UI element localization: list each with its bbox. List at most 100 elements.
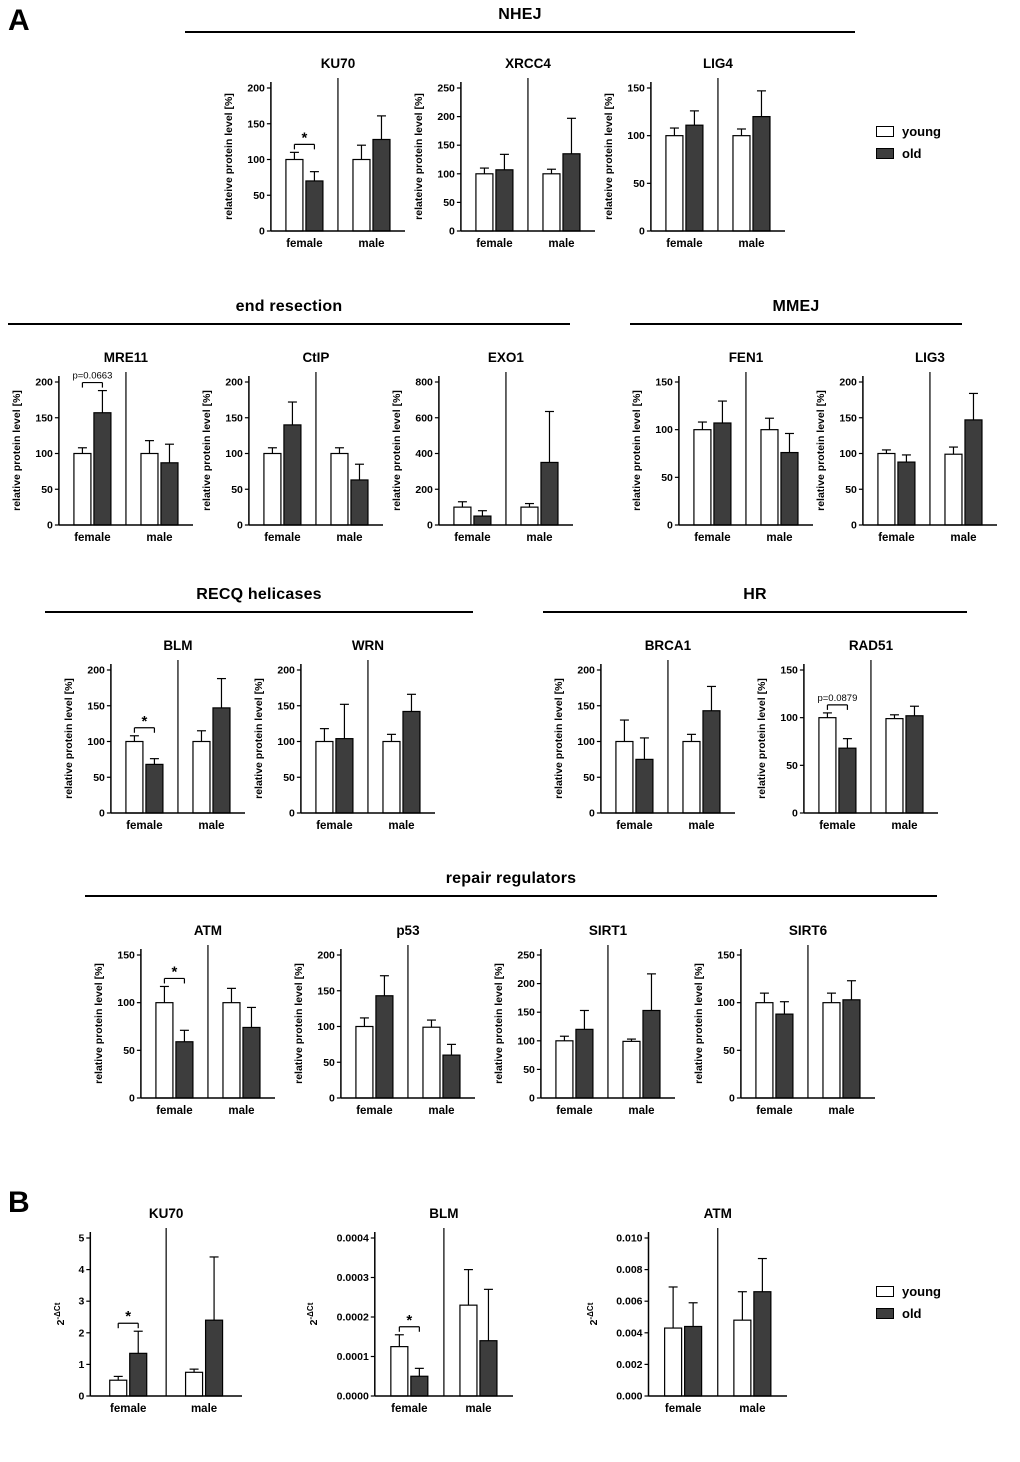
panel-label-a: A bbox=[8, 4, 30, 37]
bar-female-young bbox=[73, 452, 92, 526]
x-category-label: male bbox=[891, 820, 917, 832]
chart-title: WRN bbox=[352, 638, 384, 653]
y-tick-label: 100 bbox=[655, 424, 673, 436]
bar-male-old bbox=[702, 710, 721, 814]
significance-label: * bbox=[172, 963, 178, 980]
bar-female-young bbox=[693, 429, 712, 526]
chart-a-wrn: WRN relative protein level [%] 0 50 100 150 20… bbox=[250, 634, 445, 854]
y-tick-label: 400 bbox=[415, 448, 433, 460]
y-axis-label: relateive protein level [%] bbox=[223, 93, 235, 220]
y-tick-label: 150 bbox=[517, 1007, 535, 1019]
y-tick-label: 150 bbox=[247, 118, 265, 130]
y-tick-label: 0 bbox=[851, 520, 857, 532]
x-category-label: male bbox=[738, 238, 764, 250]
bar-male-old bbox=[160, 462, 179, 526]
y-tick-label: 0.004 bbox=[616, 1327, 642, 1339]
x-category-label: male bbox=[228, 1105, 254, 1117]
y-tick-label: 50 bbox=[633, 178, 645, 190]
legend-panel-a: young old bbox=[876, 124, 941, 161]
bar-male-young bbox=[222, 1002, 241, 1099]
y-tick-label: 150 bbox=[35, 412, 53, 424]
bar-female-young bbox=[555, 1040, 574, 1099]
y-tick-label: 150 bbox=[780, 665, 798, 677]
bar-female-young bbox=[877, 452, 896, 526]
x-category-label: male bbox=[198, 820, 224, 832]
chart-title: BRCA1 bbox=[645, 638, 692, 653]
y-axis-label: relative protein level [%] bbox=[631, 390, 643, 511]
x-category-label: male bbox=[191, 1403, 217, 1415]
chart-title: CtIP bbox=[302, 350, 329, 365]
x-category-label: female bbox=[126, 820, 162, 832]
y-tick-label: 200 bbox=[225, 377, 243, 389]
chart-title: SIRT1 bbox=[589, 923, 628, 938]
bar-female-old bbox=[175, 1041, 194, 1099]
chart-svg-A-FEN1: FEN1 relative protein level [%] 0 50 100 150 f… bbox=[631, 350, 813, 544]
bar-female-young bbox=[285, 158, 304, 232]
x-category-label: female bbox=[156, 1105, 192, 1117]
y-tick-label: 2 bbox=[78, 1327, 84, 1339]
bar-female-young bbox=[475, 173, 494, 232]
y-tick-label: 4 bbox=[78, 1264, 84, 1276]
bar-female-old bbox=[335, 738, 354, 814]
x-category-label: female bbox=[286, 238, 322, 250]
chart-a-lig3: LIG3 relative protein level [%] 0 50 100 150 2… bbox=[812, 346, 1007, 566]
bar-male-old bbox=[242, 1026, 261, 1099]
x-category-label: female bbox=[665, 1403, 701, 1415]
y-tick-label: 50 bbox=[723, 1045, 735, 1057]
x-category-label: female bbox=[391, 1403, 427, 1415]
y-tick-label: 0.0003 bbox=[337, 1272, 369, 1284]
bar-female-young bbox=[818, 717, 837, 814]
y-tick-label: 0 bbox=[47, 520, 53, 532]
y-tick-label: 50 bbox=[443, 197, 455, 209]
chart-title: SIRT6 bbox=[789, 923, 828, 938]
chart-svg-A-KU70: KU70 relateive protein level [%] 0 50 100 150… bbox=[223, 56, 405, 250]
y-tick-label: 100 bbox=[117, 997, 135, 1009]
y-tick-label: 100 bbox=[627, 130, 645, 142]
y-axis-label: 2-ΔCt bbox=[306, 1302, 320, 1325]
x-category-label: male bbox=[146, 532, 172, 544]
x-category-label: male bbox=[358, 238, 384, 250]
bar-female-old bbox=[684, 1325, 703, 1397]
chart-a-blm: BLM relative protein level [%] 0 50 100 150 20… bbox=[60, 634, 255, 854]
y-tick-label: 100 bbox=[577, 736, 595, 748]
y-tick-label: 150 bbox=[437, 140, 455, 152]
x-category-label: female bbox=[356, 1105, 392, 1117]
y-tick-label: 0 bbox=[449, 226, 455, 238]
chart-a-fen1: FEN1 relative protein level [%] 0 50 100 150 f… bbox=[628, 346, 823, 566]
chart-title: FEN1 bbox=[729, 350, 764, 365]
section-header-mmej: MMEJ bbox=[630, 298, 962, 325]
y-tick-label: 100 bbox=[780, 712, 798, 724]
x-category-label: female bbox=[476, 238, 512, 250]
x-category-label: female bbox=[74, 532, 110, 544]
x-category-label: female bbox=[316, 820, 352, 832]
y-tick-label: 250 bbox=[437, 83, 455, 95]
x-category-label: female bbox=[756, 1105, 792, 1117]
x-category-label: male bbox=[950, 532, 976, 544]
y-tick-label: 0 bbox=[78, 1391, 84, 1403]
legend-item-old: old bbox=[876, 146, 941, 161]
bar-male-young bbox=[760, 429, 779, 526]
x-category-label: male bbox=[766, 532, 792, 544]
y-tick-label: 100 bbox=[87, 736, 105, 748]
y-tick-label: 100 bbox=[225, 448, 243, 460]
y-tick-label: 150 bbox=[577, 700, 595, 712]
y-tick-label: 0 bbox=[99, 808, 105, 820]
y-tick-label: 50 bbox=[283, 772, 295, 784]
section-header-recq: RECQ helicases bbox=[45, 586, 473, 613]
chart-a-exo1: EXO1 relative protein level [%] 0 200 400 600… bbox=[388, 346, 583, 566]
x-category-label: male bbox=[428, 1105, 454, 1117]
y-tick-label: 100 bbox=[247, 154, 265, 166]
bar-male-young bbox=[885, 718, 904, 814]
y-tick-label: 100 bbox=[35, 448, 53, 460]
bar-female-young bbox=[315, 740, 334, 814]
bar-female-old bbox=[775, 1013, 794, 1099]
y-tick-label: 200 bbox=[277, 665, 295, 677]
chart-svg-A-BRCA1: BRCA1 relative protein level [%] 0 50 100 150… bbox=[553, 638, 735, 832]
section-header-hr: HR bbox=[543, 586, 967, 613]
bar-male-old bbox=[780, 451, 799, 526]
y-tick-label: 0 bbox=[329, 1093, 335, 1105]
y-tick-label: 150 bbox=[277, 700, 295, 712]
bar-male-young bbox=[622, 1040, 641, 1099]
bar-male-young bbox=[732, 135, 751, 232]
y-axis-label: 2-ΔCt bbox=[53, 1302, 67, 1325]
